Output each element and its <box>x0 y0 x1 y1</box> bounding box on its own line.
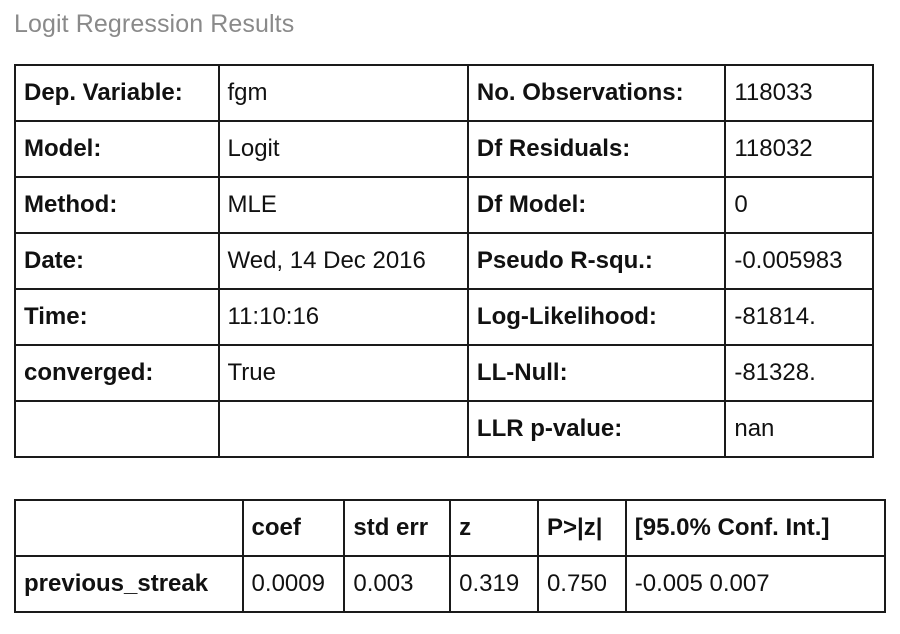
table-row: Date: Wed, 14 Dec 2016 Pseudo R-squ.: -0… <box>14 232 874 290</box>
time-value: 11:10:16 <box>217 288 469 346</box>
results-caption: Logit Regression Results <box>14 10 295 38</box>
column-header-z: z <box>449 499 539 557</box>
coefficients-table: coef std err z P>|z| [95.0% Conf. Int.] … <box>14 499 887 613</box>
empty-value-cell <box>217 400 469 458</box>
conf-int-value: -0.005 0.007 <box>624 555 887 613</box>
no-observations-label: No. Observations: <box>466 64 727 122</box>
column-header-conf-int: [95.0% Conf. Int.] <box>624 499 887 557</box>
model-label: Model: <box>14 120 220 178</box>
model-summary-table: Dep. Variable: fgm No. Observations: 118… <box>14 64 874 458</box>
z-value: 0.319 <box>449 555 539 613</box>
p-value: 0.750 <box>536 555 627 613</box>
llr-p-value-value: nan <box>724 400 874 458</box>
dep-variable-label: Dep. Variable: <box>14 64 220 122</box>
time-label: Time: <box>14 288 220 346</box>
table-row: Time: 11:10:16 Log-Likelihood: -81814. <box>14 288 874 346</box>
model-value: Logit <box>217 120 469 178</box>
no-observations-value: 118033 <box>724 64 874 122</box>
df-residuals-value: 118032 <box>724 120 874 178</box>
table-header-row: coef std err z P>|z| [95.0% Conf. Int.] <box>14 499 887 557</box>
std-err-value: 0.003 <box>343 555 452 613</box>
table-row: Dep. Variable: fgm No. Observations: 118… <box>14 64 874 122</box>
converged-label: converged: <box>14 344 220 402</box>
date-label: Date: <box>14 232 220 290</box>
date-value: Wed, 14 Dec 2016 <box>217 232 469 290</box>
table-row: converged: True LL-Null: -81328. <box>14 344 874 402</box>
df-model-label: Df Model: <box>466 176 727 234</box>
empty-label-cell <box>14 400 220 458</box>
method-value: MLE <box>217 176 469 234</box>
column-header-p-value: P>|z| <box>536 499 627 557</box>
pseudo-r-squared-value: -0.005983 <box>724 232 874 290</box>
table-row: Model: Logit Df Residuals: 118032 <box>14 120 874 178</box>
pseudo-r-squared-label: Pseudo R-squ.: <box>466 232 727 290</box>
column-header-variable <box>14 499 244 557</box>
coef-value: 0.0009 <box>241 555 346 613</box>
method-label: Method: <box>14 176 220 234</box>
ll-null-label: LL-Null: <box>466 344 727 402</box>
column-header-std-err: std err <box>343 499 452 557</box>
log-likelihood-label: Log-Likelihood: <box>466 288 727 346</box>
table-row: LLR p-value: nan <box>14 400 874 458</box>
log-likelihood-value: -81814. <box>724 288 874 346</box>
table-row: Method: MLE Df Model: 0 <box>14 176 874 234</box>
column-header-coef: coef <box>241 499 346 557</box>
converged-value: True <box>217 344 469 402</box>
table-row: previous_streak 0.0009 0.003 0.319 0.750… <box>14 555 887 613</box>
llr-p-value-label: LLR p-value: <box>466 400 727 458</box>
dep-variable-value: fgm <box>217 64 469 122</box>
variable-name: previous_streak <box>14 555 244 613</box>
df-model-value: 0 <box>724 176 874 234</box>
df-residuals-label: Df Residuals: <box>466 120 727 178</box>
ll-null-value: -81328. <box>724 344 874 402</box>
